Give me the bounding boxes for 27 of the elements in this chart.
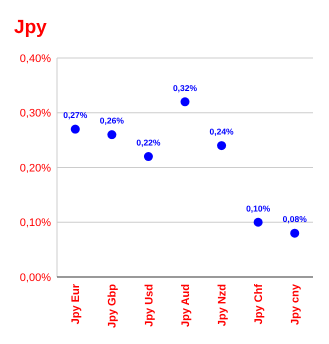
point (290, 228, 300, 238)
data-label: 0,22% (136, 138, 161, 148)
data-label: 0,08% (282, 214, 308, 224)
x-tick-label: Jpy Nzd (216, 284, 228, 326)
data-label: 0,10% (246, 203, 271, 214)
data-label: 0,26% (100, 116, 124, 126)
point (144, 152, 153, 162)
y-tick-label: 0,20% (20, 162, 52, 174)
x-tick-label: Jpy Gbp (106, 284, 119, 328)
point (180, 97, 190, 106)
x-tick-label: Jpy Chf (252, 284, 265, 324)
y-tick-label: 0,30% (20, 108, 52, 120)
y-tick-label: 0,10% (20, 217, 52, 230)
point (254, 218, 263, 227)
x-tick-label: Jpy Usd (143, 284, 156, 327)
point (70, 124, 80, 134)
x-tick-label: Jpy Eur (70, 283, 82, 324)
x-tick-label: Jpy cny (290, 283, 302, 325)
x-tick-label: Jpy Aud (180, 284, 192, 327)
point (107, 130, 116, 140)
data-label: 0,24% (210, 126, 234, 137)
chart-title: Jpy (14, 17, 48, 38)
point (217, 141, 226, 150)
data-label: 0,27% (63, 110, 88, 120)
data-label: 0,32% (172, 82, 198, 93)
y-tick-label: 0,40% (20, 52, 52, 65)
y-tick-label: 0,00% (20, 272, 52, 284)
